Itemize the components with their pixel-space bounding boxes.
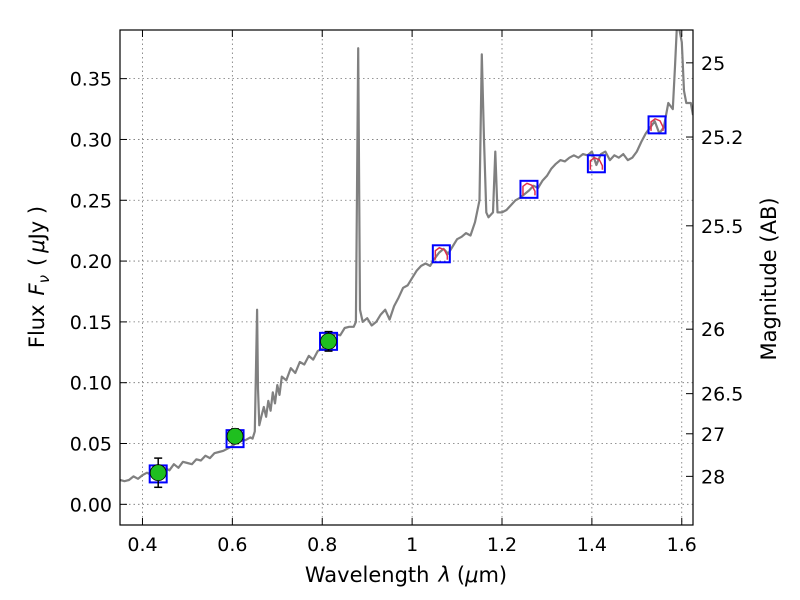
magnitude-tick-label: 26 xyxy=(701,319,725,341)
x-tick-label: 1 xyxy=(406,534,418,556)
synthetic-photometry-square xyxy=(431,244,451,264)
y-tick-label: 0.10 xyxy=(70,373,112,395)
magnitude-tick-label: 27 xyxy=(701,424,725,446)
plot-frame xyxy=(119,29,694,526)
y-tick-label: 0.15 xyxy=(70,312,112,334)
synthetic-photometry-square xyxy=(519,179,539,199)
photometry-points xyxy=(148,115,667,489)
magnitude-tick-label: 26.5 xyxy=(701,384,743,406)
x-tick-label: 1.2 xyxy=(487,534,517,556)
y-axis-title: FluxFν(μJy ) xyxy=(25,206,53,348)
x-tick-label: 0.8 xyxy=(307,534,337,556)
spectrum-series xyxy=(120,30,693,483)
grid xyxy=(120,30,693,525)
y-tick-label: 0.30 xyxy=(70,129,112,151)
model-band-marker xyxy=(650,118,664,131)
y-tick-label: 0.05 xyxy=(70,434,112,456)
magnitude-axis-title: Magnitude (AB) xyxy=(757,197,781,360)
y-tick-label: 0.20 xyxy=(70,251,112,273)
synthetic-photometry-square xyxy=(647,115,667,135)
x-tick-label: 1.4 xyxy=(577,534,607,556)
magnitude-tick-label: 25.5 xyxy=(701,216,743,238)
magnitude-tick-label: 25.2 xyxy=(701,127,743,149)
x-tick-label: 0.6 xyxy=(217,534,247,556)
observed-photometry-point xyxy=(320,332,337,350)
observed-photometry-point xyxy=(149,464,167,482)
model-band-marker xyxy=(589,156,604,170)
synthetic-photometry-square xyxy=(586,154,606,174)
x-axis-title: Wavelength λ (μm) xyxy=(305,563,507,587)
model-band-marker xyxy=(434,246,449,260)
magnitude-tick-label: 28 xyxy=(701,466,725,488)
x-tick-label: 1.6 xyxy=(667,534,697,556)
observed-photometry-point xyxy=(226,427,244,445)
magnitude-tick-label: 25 xyxy=(701,53,725,75)
model-band-marker xyxy=(522,182,536,196)
spectrum-line xyxy=(120,30,693,483)
y-tick-label: 0.00 xyxy=(70,494,112,516)
axis-ticks: 0.4 0.6 0.8 1 1.2 1.4 1.6 0.00 0.05 0.10 0.15 0.20 0… xyxy=(70,30,743,556)
y-tick-label: 0.35 xyxy=(70,69,112,91)
y-tick-label: 0.25 xyxy=(70,190,112,212)
x-tick-label: 0.4 xyxy=(127,534,157,556)
